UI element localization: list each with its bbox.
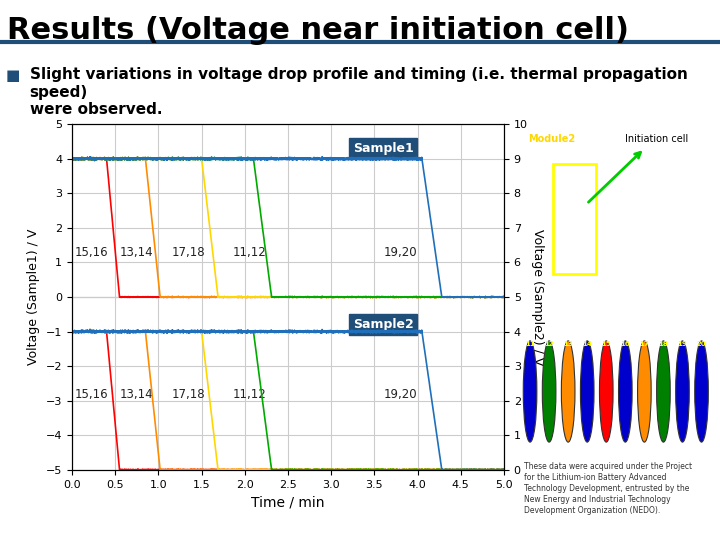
- Ellipse shape: [675, 341, 689, 442]
- Text: 19,20: 19,20: [384, 246, 417, 259]
- Ellipse shape: [523, 341, 537, 442]
- Text: 13,14: 13,14: [120, 246, 153, 259]
- Text: 11,12: 11,12: [233, 246, 266, 259]
- Text: Initiation cell: Initiation cell: [625, 134, 688, 144]
- Text: 15,16: 15,16: [74, 246, 108, 259]
- Text: 17: 17: [639, 341, 649, 347]
- Text: 20: 20: [697, 341, 706, 347]
- Text: Sample2: Sample2: [353, 318, 413, 331]
- Text: 15: 15: [601, 341, 611, 347]
- Text: 17,18: 17,18: [172, 388, 205, 401]
- Text: 19: 19: [678, 341, 688, 347]
- Text: 16: 16: [621, 341, 630, 347]
- Ellipse shape: [618, 341, 632, 442]
- Ellipse shape: [580, 341, 594, 442]
- Text: Sample1: Sample1: [353, 142, 413, 155]
- Y-axis label: Voltage (Sample2) / V: Voltage (Sample2) / V: [531, 229, 544, 365]
- Ellipse shape: [695, 341, 708, 442]
- Text: ■: ■: [6, 68, 19, 83]
- Text: 15,16: 15,16: [74, 388, 108, 401]
- Text: 17,18: 17,18: [172, 246, 205, 259]
- X-axis label: Time / min: Time / min: [251, 495, 325, 509]
- Ellipse shape: [542, 341, 556, 442]
- Ellipse shape: [562, 341, 575, 442]
- Ellipse shape: [638, 341, 651, 442]
- Text: 13,14: 13,14: [120, 388, 153, 401]
- Text: 11: 11: [525, 341, 535, 347]
- Text: 13: 13: [563, 341, 573, 347]
- Text: 12: 12: [544, 341, 554, 347]
- Text: Results (Voltage near initiation cell): Results (Voltage near initiation cell): [7, 16, 629, 45]
- Text: Slight variations in voltage drop profile and timing (i.e. thermal propagation s: Slight variations in voltage drop profil…: [30, 68, 688, 117]
- Y-axis label: Voltage (Sample1) / V: Voltage (Sample1) / V: [27, 229, 40, 365]
- Text: These data were acquired under the Project
for the Lithium-ion Battery Advanced
: These data were acquired under the Proje…: [524, 462, 693, 515]
- Ellipse shape: [600, 341, 613, 442]
- Text: EVS-GTR IWG#16 JAPAN research: EVS-GTR IWG#16 JAPAN research: [452, 521, 713, 535]
- Text: 11,12: 11,12: [233, 388, 266, 401]
- Ellipse shape: [657, 341, 670, 442]
- Text: Module2: Module2: [528, 134, 575, 144]
- Text: 18: 18: [659, 341, 668, 347]
- Text: 14: 14: [582, 341, 592, 347]
- Text: 19,20: 19,20: [384, 388, 417, 401]
